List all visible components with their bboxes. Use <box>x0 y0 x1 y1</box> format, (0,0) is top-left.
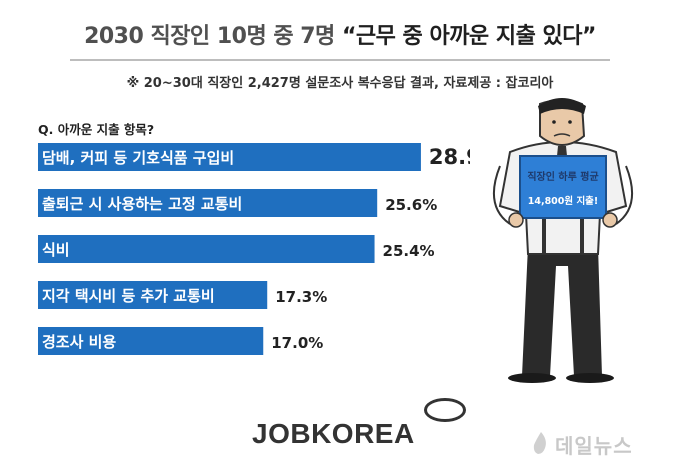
left-shoe <box>508 373 556 383</box>
jobkorea-logo: JOBKOREA <box>252 418 415 449</box>
title-divider <box>70 59 610 61</box>
right-shoe <box>566 373 614 383</box>
title-prefix: 2030 직장인 10명 중 7명 <box>84 24 342 49</box>
sign-board <box>519 155 607 219</box>
bar-category-label: 지각 택시비 등 추가 교통비 <box>42 287 215 305</box>
watermark-flame-icon <box>533 432 546 454</box>
bar-value-label: 28.9% <box>429 145 470 169</box>
question-label: Q. 아까운 지출 항목? <box>38 122 155 137</box>
right-eye <box>568 120 572 124</box>
title-quote: “근무 중 아까운 지출 있다” <box>341 24 596 49</box>
hair <box>538 98 586 114</box>
left-eye <box>552 120 556 124</box>
bar-category-label: 담배, 커피 등 기호식품 구입비 <box>42 149 234 167</box>
bar <box>38 281 268 309</box>
right-hand <box>602 212 618 228</box>
logo-ring-icon <box>424 398 466 422</box>
bar-value-label: 25.6% <box>385 196 437 214</box>
bar-value-label: 17.3% <box>275 288 327 306</box>
office-worker-illustration: 직장인 하루 평균 14,800원 지출! <box>493 98 633 383</box>
bar <box>38 189 378 217</box>
mouth <box>553 133 571 137</box>
bar <box>38 235 375 263</box>
subtitle: ※ 20~30대 직장인 2,427명 설문조사 복수응답 결과, 자료제공 :… <box>126 76 554 91</box>
watermark: 데일뉴스 <box>555 434 633 458</box>
bar-category-label: 경조사 비용 <box>42 333 116 351</box>
bar-value-label: 17.0% <box>271 334 323 352</box>
right-arm <box>615 165 633 225</box>
bar-category-label: 출퇴근 시 사용하는 고정 교통비 <box>42 195 242 213</box>
bar-category-label: 식비 <box>42 241 70 259</box>
bar-value-label: 25.4% <box>383 242 435 260</box>
page-title: 2030 직장인 10명 중 7명 “근무 중 아까운 지출 있다” <box>0 18 680 50</box>
left-arm <box>493 165 511 225</box>
bar <box>38 327 264 355</box>
sign-line2: 14,800원 지출! <box>528 195 599 207</box>
sign-line1: 직장인 하루 평균 <box>527 170 598 183</box>
legs <box>522 246 602 376</box>
bar-chart: 담배, 커피 등 기호식품 구입비 28.9% 출퇴근 시 사용하는 고정 교통비 2… <box>38 143 470 355</box>
left-hand <box>508 212 524 228</box>
bar <box>38 143 421 171</box>
